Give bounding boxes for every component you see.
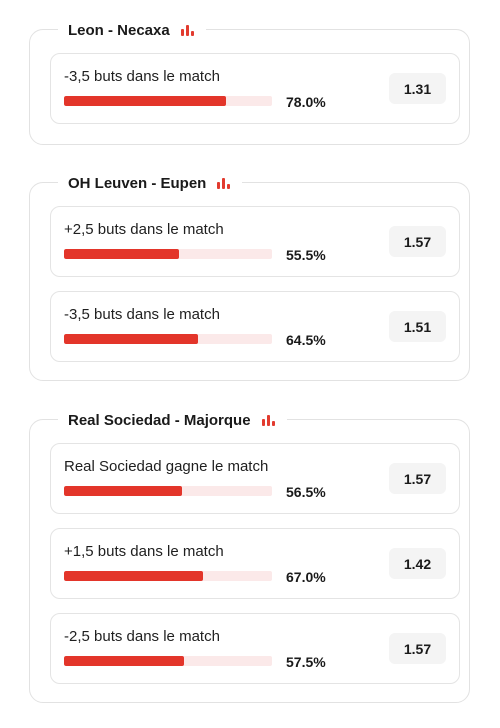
odds-button[interactable]: 1.51 xyxy=(389,311,446,342)
bet-card[interactable]: +2,5 buts dans le match 55.5% 1.57 xyxy=(50,206,460,277)
probability-value: 78.0% xyxy=(286,94,326,110)
bet-card[interactable]: Real Sociedad gagne le match 56.5% 1.57 xyxy=(50,443,460,514)
odds-button[interactable]: 1.57 xyxy=(389,633,446,664)
odds-button[interactable]: 1.57 xyxy=(389,226,446,257)
bet-card[interactable]: -3,5 buts dans le match 78.0% 1.31 xyxy=(50,53,460,124)
probability-bar xyxy=(64,334,272,344)
group-header: Real Sociedad - Majorque xyxy=(58,409,287,431)
match-group-leon-necaxa: Leon - Necaxa -3,5 buts dans le match 78… xyxy=(29,19,470,145)
probability-value: 57.5% xyxy=(286,654,326,670)
probability-bar xyxy=(64,571,272,581)
match-title: OH Leuven - Eupen xyxy=(68,174,207,192)
probability-bar-fill xyxy=(64,571,204,581)
bet-label: -2,5 buts dans le match xyxy=(64,628,220,645)
bet-label: -3,5 buts dans le match xyxy=(64,68,220,85)
bar-chart-icon[interactable] xyxy=(217,177,231,189)
probability-bar-fill xyxy=(64,486,182,496)
bet-label: -3,5 buts dans le match xyxy=(64,306,220,323)
match-title: Leon - Necaxa xyxy=(68,21,170,39)
bet-label: Real Sociedad gagne le match xyxy=(64,458,269,475)
probability-bar-fill xyxy=(64,656,184,666)
probability-bar xyxy=(64,656,272,666)
group-header: OH Leuven - Eupen xyxy=(58,172,243,194)
bet-card[interactable]: -2,5 buts dans le match 57.5% 1.57 xyxy=(50,613,460,684)
bet-card[interactable]: -3,5 buts dans le match 64.5% 1.51 xyxy=(50,291,460,362)
bet-label: +2,5 buts dans le match xyxy=(64,221,224,238)
probability-bar-fill xyxy=(64,334,199,344)
bet-label: +1,5 buts dans le match xyxy=(64,543,224,560)
probability-bar-fill xyxy=(64,96,227,106)
bet-card[interactable]: +1,5 buts dans le match 67.0% 1.42 xyxy=(50,528,460,599)
probability-value: 56.5% xyxy=(286,484,326,500)
group-header: Leon - Necaxa xyxy=(58,19,206,41)
probability-bar xyxy=(64,249,272,259)
odds-button[interactable]: 1.57 xyxy=(389,463,446,494)
match-title: Real Sociedad - Majorque xyxy=(68,411,251,429)
odds-button[interactable]: 1.31 xyxy=(389,73,446,104)
match-group-real-sociedad-majorque: Real Sociedad - Majorque Real Sociedad g… xyxy=(29,409,470,703)
match-group-oh-leuven-eupen: OH Leuven - Eupen +2,5 buts dans le matc… xyxy=(29,172,470,381)
probability-bar xyxy=(64,96,272,106)
probability-value: 64.5% xyxy=(286,332,326,348)
bar-chart-icon[interactable] xyxy=(180,24,194,36)
probability-bar xyxy=(64,486,272,496)
odds-button[interactable]: 1.42 xyxy=(389,548,446,579)
probability-value: 55.5% xyxy=(286,247,326,263)
probability-value: 67.0% xyxy=(286,569,326,585)
probability-bar-fill xyxy=(64,249,180,259)
bar-chart-icon[interactable] xyxy=(261,414,275,426)
